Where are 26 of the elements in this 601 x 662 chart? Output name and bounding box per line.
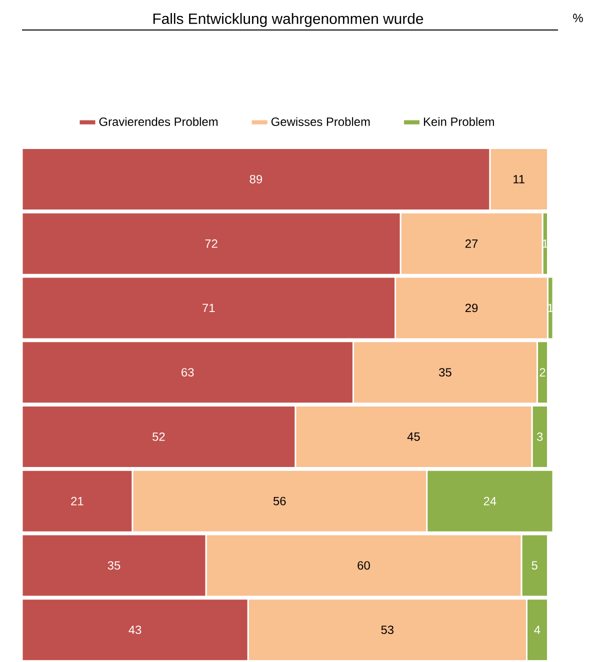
data-label: 2 (540, 368, 546, 376)
data-label: 5 (532, 561, 538, 570)
data-label: 29 (465, 304, 478, 312)
data-label: 72 (205, 239, 218, 248)
data-label: 60 (358, 561, 370, 570)
chart-title: Falls Entwicklung wahrgenommen wurde (153, 13, 424, 27)
legend-label: Gravierendes Problem (99, 117, 218, 126)
text: % (573, 14, 583, 22)
data-label: 11 (514, 175, 524, 184)
data-label: 45 (407, 432, 420, 441)
legend-label: Kein Problem (424, 117, 494, 126)
data-label: 35 (439, 368, 452, 377)
data-label: 4 (534, 626, 540, 634)
data-label: 24 (484, 496, 496, 506)
data-label: 56 (273, 496, 286, 506)
data-label: 53 (381, 626, 394, 634)
data-label: 3 (536, 432, 543, 441)
data-label: 71 (202, 304, 215, 312)
data-label: 52 (152, 432, 165, 441)
data-label: 89 (250, 174, 262, 184)
legend-label: Gewisses Problem (271, 117, 370, 126)
data-label: 35 (108, 561, 120, 570)
data-label: 21 (71, 496, 84, 506)
data-label: 63 (182, 368, 194, 377)
data-label: 27 (465, 239, 478, 248)
data-label: 43 (128, 626, 142, 634)
